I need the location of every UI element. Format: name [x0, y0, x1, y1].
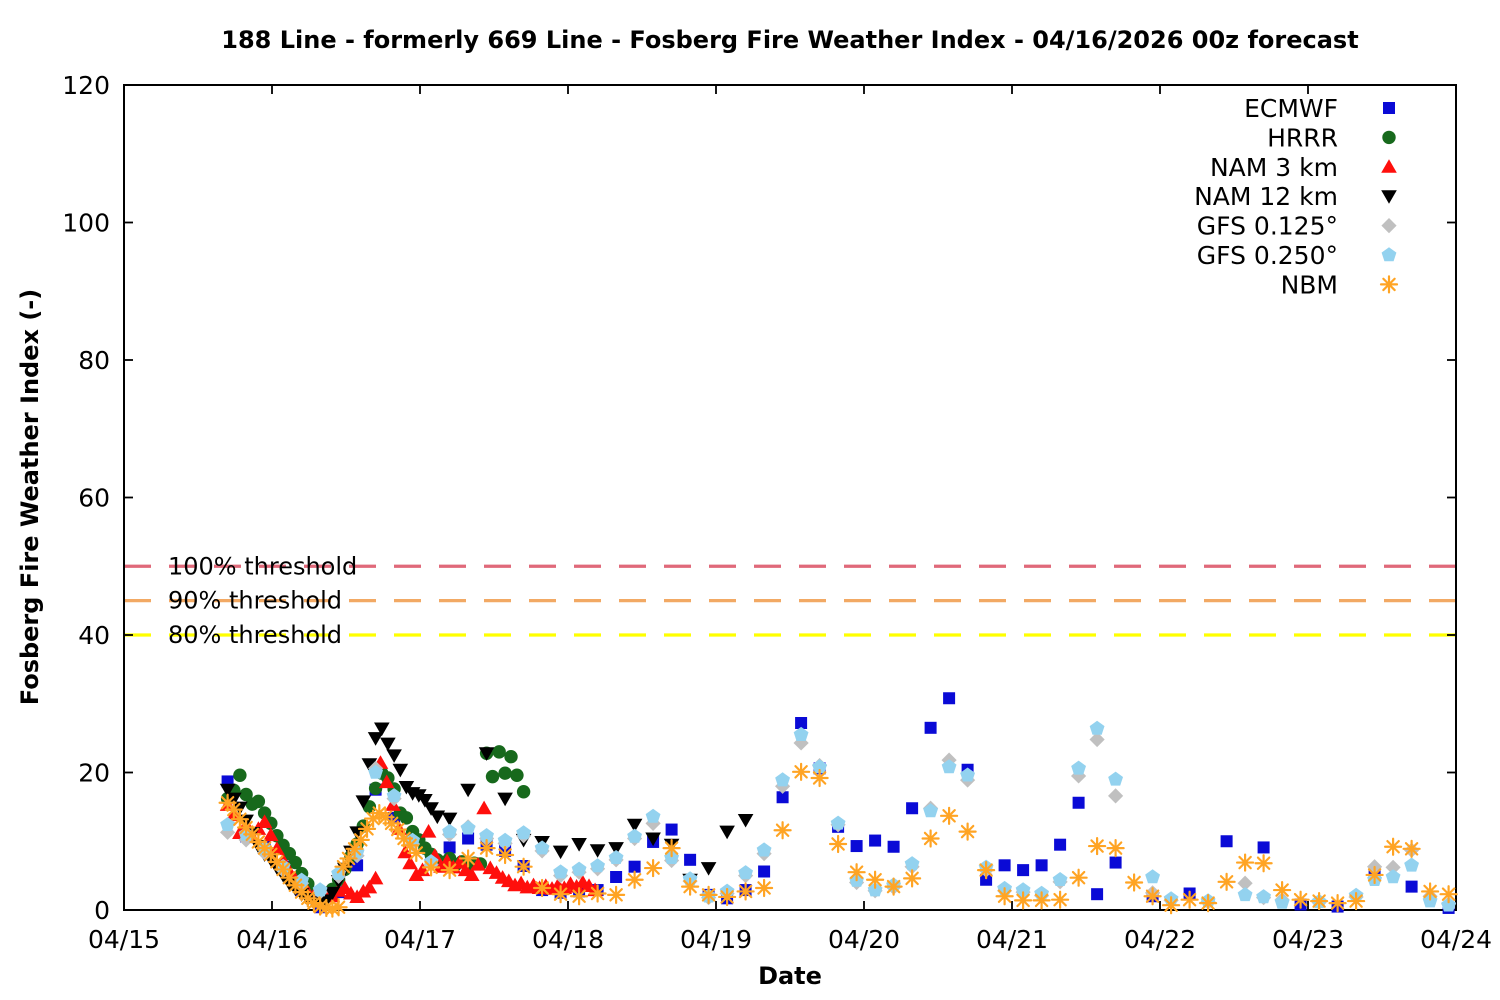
x-tick-label: 04/23 — [1272, 925, 1344, 954]
x-tick-label: 04/21 — [976, 925, 1048, 954]
x-tick-label: 04/19 — [680, 925, 752, 954]
legend-label: NAM 12 km — [1194, 182, 1338, 211]
y-tick-labels: 0 20 40 60 80 100 120 — [62, 71, 110, 925]
x-tick-label: 04/15 — [88, 925, 160, 954]
y-axis-label: Fosberg Fire Weather Index (-) — [16, 288, 44, 706]
x-tick-label: 04/20 — [828, 925, 900, 954]
legend-label: NBM — [1281, 270, 1338, 299]
legend-marker-square-icon — [1383, 102, 1395, 114]
chart-title: 188 Line - formerly 669 Line - Fosberg F… — [221, 26, 1359, 54]
y-tick-label: 60 — [78, 484, 110, 513]
legend-label: GFS 0.125° — [1197, 212, 1338, 241]
legend-label: GFS 0.250° — [1197, 241, 1338, 270]
y-tick-label: 40 — [78, 621, 110, 650]
legend-label: NAM 3 km — [1210, 153, 1338, 182]
y-tick-label: 80 — [78, 346, 110, 375]
legend-item-nam-3-km: NAM 3 km — [1210, 153, 1397, 182]
legend-marker-triangle-up-icon — [1381, 159, 1397, 173]
threshold-label: 90% threshold — [168, 587, 342, 615]
x-tick-label: 04/18 — [532, 925, 604, 954]
x-tick-label: 04/22 — [1124, 925, 1196, 954]
x-tick-label: 04/16 — [236, 925, 308, 954]
legend-item-gfs-0-125: GFS 0.125° — [1197, 212, 1397, 241]
series-ecmwf-points — [221, 692, 1455, 914]
legend-label: ECMWF — [1244, 94, 1338, 123]
legend-item-hrrr: HRRR — [1267, 123, 1396, 152]
legend-marker-diamond-icon — [1381, 218, 1397, 234]
legend-item-ecmwf: ECMWF — [1244, 94, 1395, 123]
y-tick-label: 20 — [78, 759, 110, 788]
y-tick-label: 120 — [62, 71, 110, 100]
legend-marker-triangle-down-icon — [1381, 190, 1397, 204]
y-tick-label: 100 — [62, 209, 110, 238]
threshold-lines: 100% threshold 90% threshold 80% threshold — [124, 552, 1456, 649]
legend-label: HRRR — [1267, 123, 1338, 152]
x-axis-label: Date — [758, 962, 822, 990]
threshold-label: 80% threshold — [168, 621, 342, 649]
x-tick-label: 04/24 — [1420, 925, 1492, 954]
series-nbm-points — [218, 762, 1458, 918]
legend-item-nam-12-km: NAM 12 km — [1194, 182, 1397, 211]
legend-item-gfs-0-250: GFS 0.250° — [1197, 241, 1397, 270]
legend-marker-asterisk-icon — [1379, 275, 1399, 294]
y-tick-label: 0 — [94, 896, 110, 925]
legend-item-nbm: NBM — [1281, 270, 1399, 299]
legend-marker-pentagon-icon — [1381, 247, 1397, 262]
threshold-label: 100% threshold — [168, 552, 357, 580]
legend-marker-circle-icon — [1382, 130, 1396, 145]
x-tick-labels: 04/15 04/16 04/17 04/18 04/19 04/20 04/21 04/22… — [88, 925, 1492, 954]
x-tick-label: 04/17 — [384, 925, 456, 954]
